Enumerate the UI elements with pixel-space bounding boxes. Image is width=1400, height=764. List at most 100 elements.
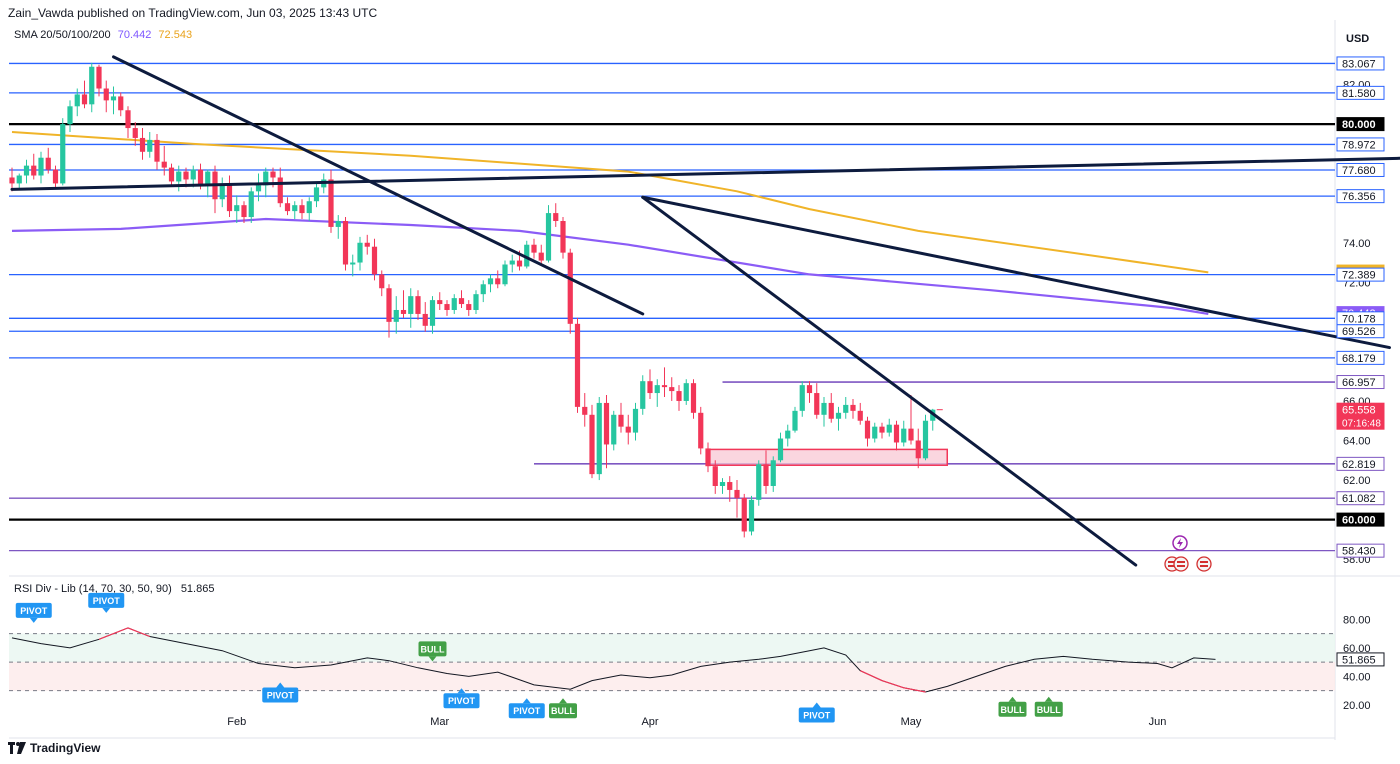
candle xyxy=(654,379,660,407)
candle-body xyxy=(734,489,740,498)
label-pointer xyxy=(559,698,567,704)
price-tick-label: 64.00 xyxy=(1343,436,1371,448)
candle-body xyxy=(234,205,240,212)
candle xyxy=(284,197,291,216)
candle-body xyxy=(371,246,378,275)
candle-body xyxy=(553,213,559,221)
candle-body xyxy=(647,381,653,394)
rsi-oversold-band xyxy=(9,662,1335,691)
candle xyxy=(770,456,776,492)
candle-body xyxy=(45,157,51,170)
candle-body xyxy=(357,242,363,263)
candle-body xyxy=(843,404,849,413)
label-box xyxy=(549,703,577,719)
candle xyxy=(357,236,363,271)
candle-body xyxy=(147,139,153,152)
label-box xyxy=(998,701,1027,717)
us-flag-event-icon xyxy=(1196,556,1212,572)
rsi-legend[interactable]: RSI Div - Lib (14, 70, 30, 50, 90) 51.86… xyxy=(14,583,214,595)
candle-body xyxy=(125,110,131,129)
sma-200-line xyxy=(11,131,1209,274)
time-axis-label: Feb xyxy=(227,716,246,728)
candle-body xyxy=(444,304,450,310)
label-box xyxy=(262,687,299,703)
price-badge-box xyxy=(1336,267,1385,282)
candle xyxy=(379,270,385,297)
candle-body xyxy=(524,244,530,267)
candle-body xyxy=(922,420,929,459)
candle xyxy=(277,167,283,208)
candle-body xyxy=(415,296,421,314)
candle-body xyxy=(408,296,414,314)
rsi-divergence-segment xyxy=(98,627,151,640)
candle xyxy=(901,420,907,447)
candle-body xyxy=(763,464,769,486)
price-axis-badge: 60.000 xyxy=(1336,512,1385,527)
tradingview-logo[interactable]: TradingView xyxy=(8,741,100,755)
time-axis-label: May xyxy=(901,716,922,728)
candle xyxy=(466,300,472,316)
candle-body xyxy=(799,385,805,411)
label-text: BULL xyxy=(551,706,575,716)
label-pointer xyxy=(812,702,821,708)
candle xyxy=(509,254,515,273)
countdown-text: 07:16:48 xyxy=(1342,419,1381,430)
candle-body xyxy=(487,278,494,285)
price-axis-badge: 81.580 xyxy=(1336,85,1385,100)
candle-body xyxy=(618,414,624,427)
candle-body xyxy=(502,264,508,285)
price-badge-text: 65.558 xyxy=(1342,405,1376,417)
trendline xyxy=(10,156,1400,191)
pivot-label: PIVOT xyxy=(88,592,125,613)
candle xyxy=(248,187,254,223)
candle xyxy=(335,215,341,239)
candle-body xyxy=(654,385,660,394)
price-badge-text: 68.179 xyxy=(1342,353,1376,365)
candle-body xyxy=(582,406,588,415)
price-badge-text: 81.580 xyxy=(1342,88,1376,100)
rsi-tick-label: 20.00 xyxy=(1343,700,1371,712)
candle xyxy=(814,383,820,419)
candle xyxy=(458,290,465,309)
candle-body xyxy=(183,171,189,180)
price-tick-label: 62.00 xyxy=(1343,475,1371,487)
rsi-legend-name: RSI Div - Lib (14, 70, 30, 50, 90) xyxy=(14,583,172,595)
label-box xyxy=(1034,701,1063,717)
bull-label: BULL xyxy=(549,698,577,719)
candle-body xyxy=(480,284,486,295)
candle-body xyxy=(777,438,784,461)
candle-body xyxy=(901,428,907,443)
candle xyxy=(429,296,436,334)
candle xyxy=(857,402,863,425)
candle xyxy=(480,280,486,303)
candle-body xyxy=(640,381,646,409)
candle xyxy=(350,254,356,277)
label-text: PIVOT xyxy=(513,706,541,716)
candle-body xyxy=(9,177,15,184)
candle-body xyxy=(270,171,276,178)
candle xyxy=(661,367,668,397)
candle-body xyxy=(342,221,349,265)
time-axis-label: Jun xyxy=(1149,716,1167,728)
candle xyxy=(596,397,602,481)
rsi-overbought-band xyxy=(9,633,1335,663)
label-box xyxy=(443,693,480,709)
candle xyxy=(139,128,146,160)
candle-body xyxy=(451,298,457,310)
brand-name: TradingView xyxy=(30,741,101,755)
time-axis-label: Apr xyxy=(641,716,658,728)
candle xyxy=(408,288,414,328)
sma-legend-name: SMA 20/50/100/200 xyxy=(14,29,111,41)
candle xyxy=(234,195,240,223)
sma-200-value: 72.543 xyxy=(158,29,193,41)
horizontal-levels xyxy=(9,62,1335,552)
candle xyxy=(226,175,233,218)
candle-body xyxy=(531,244,537,253)
candle xyxy=(734,480,740,518)
candle-body xyxy=(879,426,885,433)
currency-label[interactable]: USD xyxy=(1346,33,1370,45)
candle xyxy=(125,106,131,138)
sma-legend[interactable]: SMA 20/50/100/200 70.442 72.543 xyxy=(14,29,192,41)
price-badge-text: 61.082 xyxy=(1342,493,1376,505)
